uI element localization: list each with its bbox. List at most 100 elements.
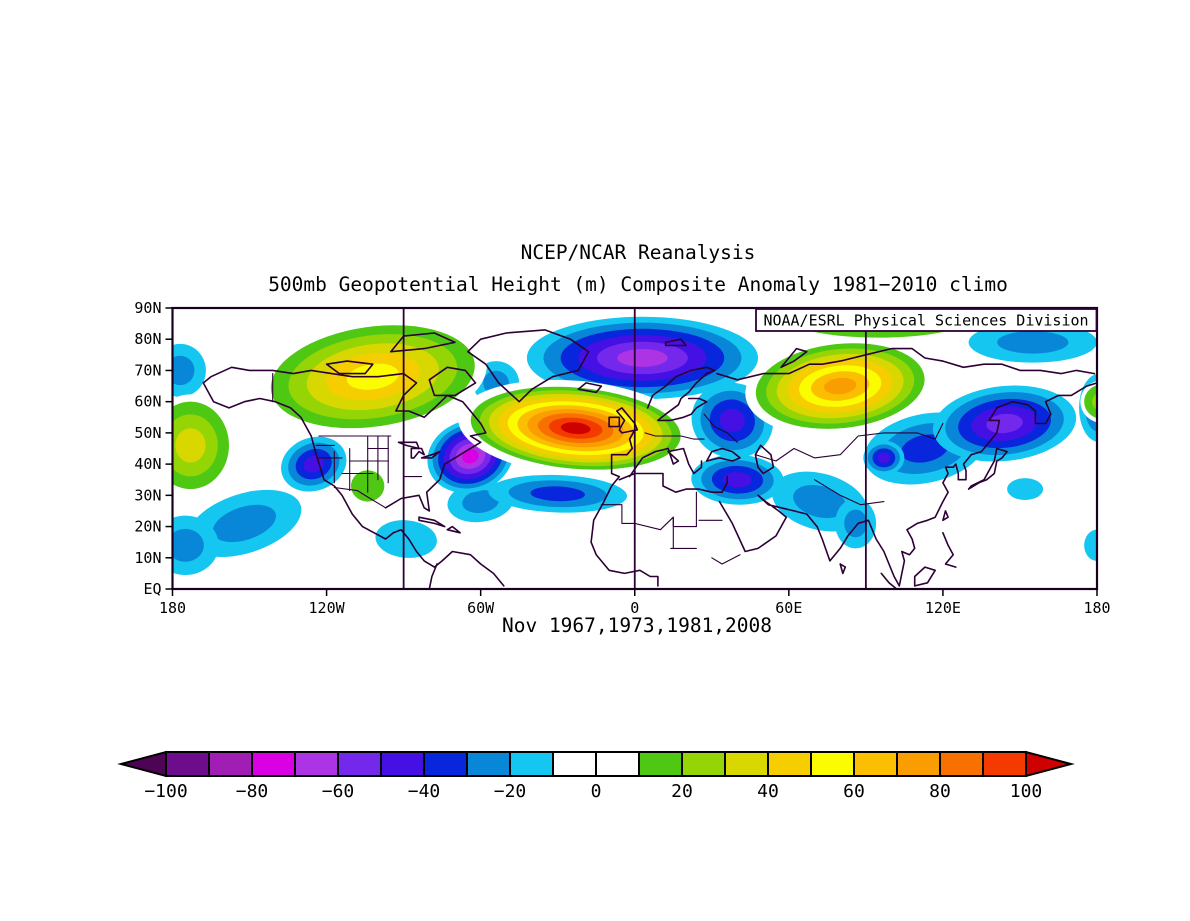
latitude-tick-label: 80N	[134, 330, 161, 348]
coastline	[577, 382, 603, 394]
coastline	[590, 429, 659, 587]
colorbar-segment	[165, 751, 210, 777]
longitude-tick-label: 60W	[467, 599, 495, 617]
colorbar-segment	[595, 751, 640, 777]
colorbar-tick-label: 80	[929, 781, 951, 802]
coastline	[646, 366, 716, 422]
country-border	[754, 422, 944, 462]
colorbar-tick-label: −20	[494, 781, 527, 802]
colorbar-segment	[337, 751, 382, 777]
colorbar-tick-label: 20	[671, 781, 693, 802]
coastline	[202, 382, 505, 587]
colorbar-segment	[294, 751, 339, 777]
anomaly-contour-dateline-green-high	[1092, 393, 1097, 410]
colorbar-tick-label: −100	[144, 781, 187, 802]
anomaly-contour-central-america-low	[375, 520, 437, 558]
country-border	[703, 413, 739, 443]
longitude-tick-label: 180	[159, 599, 186, 617]
colorbar-tick-label: −80	[236, 781, 269, 802]
anomaly-contour-northeast-america-low	[462, 449, 479, 464]
coastline	[942, 532, 957, 568]
latitude-axis: 90N 80N 70N 60N 50N 40N 30N 20N 10N EQ	[134, 299, 173, 598]
colorbar-below-arrow	[117, 750, 167, 778]
colorbar-segment	[767, 751, 812, 777]
plot-subtitle: 500mb Geopotential Height (m) Composite …	[268, 273, 1008, 296]
credit-text: NOAA/ESRL Physical Sciences Division	[763, 312, 1088, 330]
coastline	[390, 332, 456, 353]
coastline	[616, 407, 639, 434]
colorbar-segment	[380, 751, 425, 777]
coastline	[880, 572, 898, 589]
longitude-tick-label: 180	[1083, 599, 1110, 617]
latitude-tick-label: EQ	[143, 580, 161, 598]
coastline	[754, 444, 775, 475]
coastline	[618, 472, 728, 493]
colorbar-above-arrow	[1025, 750, 1075, 778]
coastline	[705, 447, 741, 462]
coastline	[718, 494, 818, 553]
colorbar-tick-label: −40	[408, 781, 441, 802]
country-border	[813, 479, 885, 506]
anomaly-contour-pacific-tropics-low	[212, 504, 276, 543]
colorbar-tick-label: 40	[757, 781, 779, 802]
colorbar-segment	[552, 751, 597, 777]
anomaly-contour-west-us-low	[303, 455, 324, 473]
anomaly-contour-middle-east-low	[723, 472, 752, 488]
colorbar-segment	[810, 751, 855, 777]
coastline	[967, 447, 1008, 490]
latitude-tick-label: 90N	[134, 299, 161, 317]
credit-box-rect	[755, 308, 1098, 332]
colorbar-segment	[251, 751, 296, 777]
coastline	[428, 563, 438, 589]
coastline	[664, 338, 687, 347]
composite-dates-label: Nov 1967,1973,1981,2008	[502, 614, 772, 637]
country-border	[600, 504, 636, 543]
colorbar-tick-label: 100	[1010, 781, 1043, 802]
anomaly-contour-east-of-japan-low	[1007, 478, 1044, 501]
anomaly-contour-east-europe-low	[719, 408, 745, 433]
colorbar-segment	[853, 751, 898, 777]
coastlines-and-borders	[202, 329, 1097, 589]
longitude-tick-label: 0	[630, 599, 639, 617]
coastline	[418, 516, 446, 528]
anomaly-contour-north-atlantic-high	[560, 422, 591, 435]
country-border	[644, 432, 705, 440]
coastline	[202, 366, 487, 512]
colorbar-segment	[423, 751, 468, 777]
coastline	[467, 329, 590, 403]
colorbar-segment	[896, 751, 941, 777]
colorbar-segment	[982, 751, 1027, 777]
colorbar-tick-label: 0	[591, 781, 602, 802]
coastline	[428, 366, 477, 397]
longitude-tick-label: 120E	[925, 599, 961, 617]
anomaly-contour-tibet-low	[877, 452, 891, 464]
longitude-axis: 180 120W 60W 0 60E 120E 180	[159, 589, 1111, 617]
coastline	[420, 450, 441, 459]
coastline	[942, 510, 949, 522]
coastline	[410, 447, 425, 459]
anomaly-contour-bering-arctic-low	[172, 355, 195, 386]
anomaly-contour-central-asia-band-low	[901, 434, 949, 463]
anomaly-contour-dateline-tropics-low	[172, 528, 204, 562]
anomaly-contour-west-atlantic-band-low	[462, 490, 500, 514]
anomaly-contour-subtropical-atlantic-low	[530, 486, 585, 502]
colorbar-segment	[466, 751, 511, 777]
colorbar-tick-label: 60	[843, 781, 865, 802]
latitude-tick-label: 10N	[134, 549, 161, 567]
anomaly-contour-east-edge-tropics-low	[1084, 529, 1097, 561]
longitude-tick-label: 120W	[309, 599, 346, 617]
latitude-tick-label: 30N	[134, 486, 161, 504]
anomaly-contour-arctic-pacific-band-low	[997, 331, 1069, 354]
colorbar-segment	[681, 751, 726, 777]
coastline	[839, 563, 847, 575]
anomaly-contour-gulf-of-alaska-high	[175, 428, 206, 463]
country-border	[711, 554, 741, 565]
anomaly-contour-india-low	[844, 509, 868, 538]
coastline	[780, 347, 808, 369]
colorbar: −100 −80 −60 −40 −20 0 20 40 60 80 100	[117, 750, 1075, 802]
plot-title: NCEP/NCAR Reanalysis	[521, 241, 756, 264]
latitude-tick-label: 50N	[134, 424, 161, 442]
latitude-tick-label: 70N	[134, 361, 161, 379]
